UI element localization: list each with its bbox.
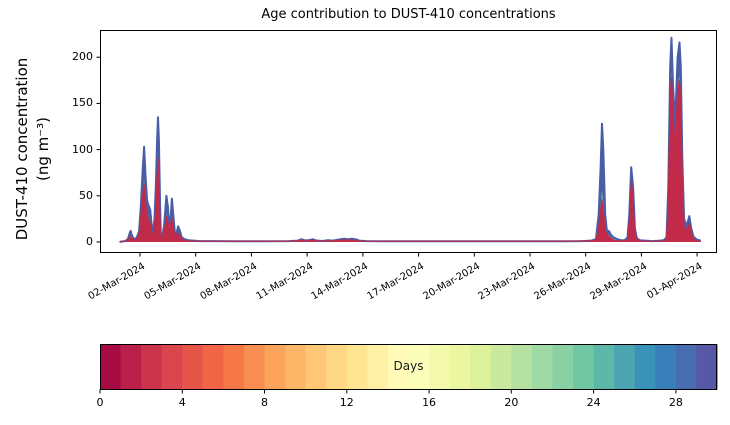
colorbar-tick-label: 16	[422, 396, 437, 409]
y-tick-label: 150	[72, 96, 93, 110]
y-tick-label: 0	[86, 235, 93, 248]
young-age-area-series	[119, 77, 701, 242]
colorbar-tick-label: 12	[339, 396, 354, 409]
colorbar-label: Days	[393, 359, 424, 373]
colorbar-tick-label: 8	[261, 396, 269, 409]
colorbar-tick-label: 28	[668, 396, 683, 409]
colorbar-frame	[100, 344, 717, 390]
colorbar-tick-label: 24	[586, 396, 601, 409]
colorbar-tick-label: 4	[178, 396, 186, 409]
y-tick-label: 100	[72, 142, 93, 156]
y-tick-label: 50	[79, 188, 93, 202]
colorbar-tick-label: 20	[504, 396, 519, 409]
colorbar-tick-label: 0	[96, 396, 104, 409]
chart-title: Age contribution to DUST-410 concentrati…	[261, 7, 556, 22]
young-age-line	[119, 76, 701, 243]
y-tick-label: 200	[72, 50, 93, 64]
total-envelope-line	[119, 36, 702, 243]
mid-age-area-series	[119, 72, 701, 242]
total-area-series	[119, 37, 701, 242]
colorbar-gradient	[100, 344, 718, 390]
colorbar-ticks	[99, 389, 677, 394]
plot-frame	[100, 30, 717, 253]
axis-tick-marks	[96, 56, 698, 257]
